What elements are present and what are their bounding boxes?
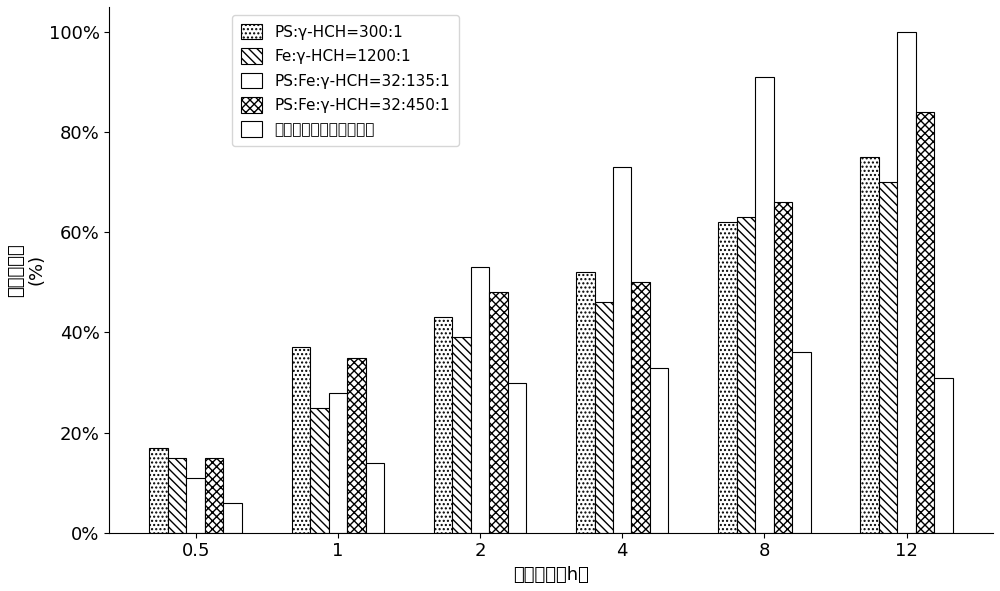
Bar <box>595 303 613 532</box>
Bar <box>168 457 186 532</box>
Bar <box>774 202 792 532</box>
Bar <box>434 317 452 532</box>
Y-axis label: 球磨降解率
(%): 球磨降解率 (%) <box>7 243 46 297</box>
Bar <box>471 267 489 532</box>
Bar <box>718 222 737 532</box>
Bar <box>329 392 347 532</box>
Bar <box>860 157 879 532</box>
Bar <box>879 182 897 532</box>
Bar <box>223 503 242 532</box>
Bar <box>310 408 329 532</box>
Bar <box>631 282 650 532</box>
Bar <box>755 77 774 532</box>
Legend: PS:γ-HCH=300:1, Fe:γ-HCH=1200:1, PS:Fe:γ-HCH=32:135:1, PS:Fe:γ-HCH=32:450:1, 单独球: PS:γ-HCH=300:1, Fe:γ-HCH=1200:1, PS:Fe:γ… <box>232 15 459 147</box>
Bar <box>934 378 953 532</box>
Bar <box>576 272 595 532</box>
Bar <box>489 293 508 532</box>
Bar <box>292 348 310 532</box>
Bar <box>916 112 934 532</box>
Bar <box>508 382 526 532</box>
Bar <box>613 167 631 532</box>
Bar <box>347 358 366 532</box>
Bar <box>792 352 811 532</box>
X-axis label: 球磨时间（h）: 球磨时间（h） <box>513 566 589 584</box>
Bar <box>149 447 168 532</box>
Bar <box>650 368 668 532</box>
Bar <box>737 217 755 532</box>
Bar <box>452 337 471 532</box>
Bar <box>366 463 384 532</box>
Bar <box>897 32 916 532</box>
Bar <box>186 478 205 532</box>
Bar <box>205 457 223 532</box>
